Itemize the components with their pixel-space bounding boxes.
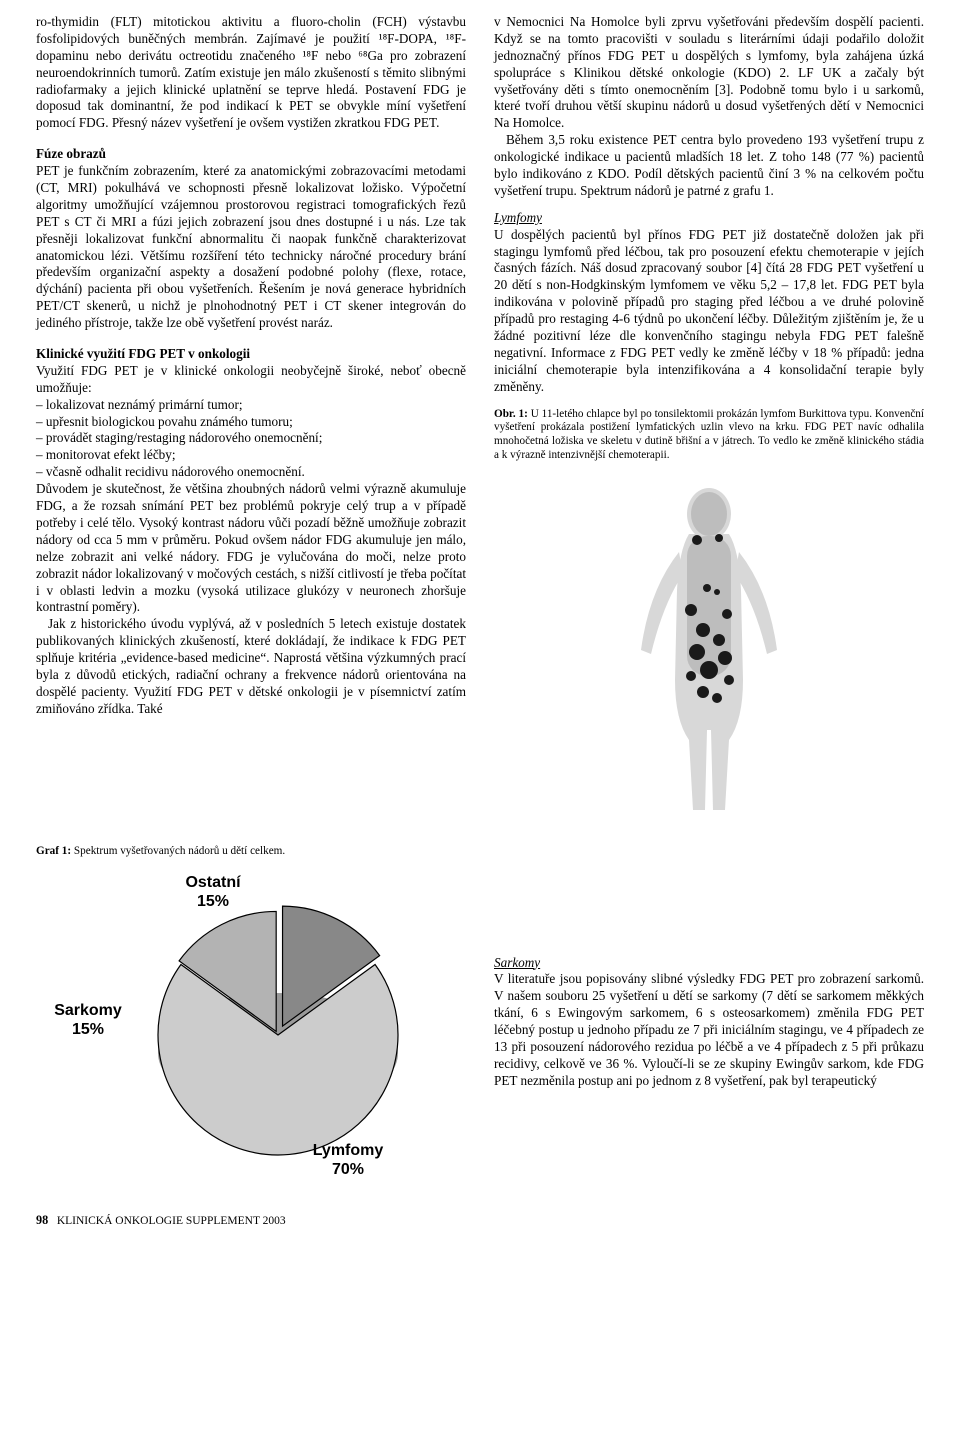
svg-text:Sarkomy: Sarkomy xyxy=(54,1002,122,1019)
figure-caption: Obr. 1: U 11-letého chlapce byl po tonsi… xyxy=(494,408,924,463)
journal-name: KLINICKÁ ONKOLOGIE SUPPLEMENT 2003 xyxy=(57,1215,286,1227)
left-para-1: ro-thymidin (FLT) mitotickou aktivitu a … xyxy=(36,14,466,132)
sarkomy-section: Sarkomy V literatuře jsou popisovány sli… xyxy=(494,865,924,1195)
bullet-3: – provádět staging/restaging nádorového … xyxy=(36,430,466,447)
bullet-5: – včasně odhalit recidivu nádorového one… xyxy=(36,464,466,481)
left-para-2: PET je funkčním zobrazením, které za ana… xyxy=(36,163,466,332)
lower-section: Ostatní 15% Sarkomy 15% Lymfomy 70% Sarkomy V… xyxy=(36,865,924,1195)
right-para-4: V literatuře jsou popisovány slibné výsl… xyxy=(494,971,924,1089)
svg-text:15%: 15% xyxy=(197,893,229,910)
left-para-3: Využití FDG PET je v klinické onkologii … xyxy=(36,363,466,397)
svg-text:Lymfomy: Lymfomy xyxy=(313,1142,384,1159)
svg-text:70%: 70% xyxy=(332,1161,364,1178)
subhead-sarkomy: Sarkomy xyxy=(494,955,924,972)
pie-chart: Ostatní 15% Sarkomy 15% Lymfomy 70% xyxy=(48,865,448,1195)
left-heading-klinicke: Klinické využití FDG PET v onkologii xyxy=(36,346,466,363)
page-footer: 98 KLINICKÁ ONKOLOGIE SUPPLEMENT 2003 xyxy=(36,1213,924,1229)
svg-text:15%: 15% xyxy=(72,1021,104,1038)
subhead-lymfomy: Lymfomy xyxy=(494,210,924,227)
figure-caption-label: Obr. 1: xyxy=(494,408,528,420)
bullet-2: – upřesnit biologickou povahu známého tu… xyxy=(36,414,466,431)
left-para-5: Jak z historického úvodu vyplývá, až v p… xyxy=(36,616,466,717)
two-column-layout: ro-thymidin (FLT) mitotickou aktivitu a … xyxy=(36,14,924,828)
right-para-1: v Nemocnici Na Homolce byli zprvu vyšetř… xyxy=(494,14,924,132)
right-para-2: Během 3,5 roku existence PET centra bylo… xyxy=(494,132,924,200)
chart-title: Graf 1: Spektrum vyšetřovaných nádorů u … xyxy=(36,844,924,858)
bullet-4: – monitorovat efekt léčby; xyxy=(36,447,466,464)
chart-title-text: Spektrum vyšetřovaných nádorů u dětí cel… xyxy=(71,845,285,857)
left-heading-fuze: Fúze obrazů xyxy=(36,146,466,163)
left-para-4: Důvodem je skutečnost, že většina zhoubn… xyxy=(36,481,466,616)
right-column: v Nemocnici Na Homolce byli zprvu vyšetř… xyxy=(494,14,924,828)
left-column: ro-thymidin (FLT) mitotickou aktivitu a … xyxy=(36,14,466,828)
page-number: 98 xyxy=(36,1213,48,1227)
chart-container: Ostatní 15% Sarkomy 15% Lymfomy 70% xyxy=(36,865,466,1195)
figure-caption-text: U 11-letého chlapce byl po tonsilektomii… xyxy=(494,408,924,461)
right-para-3: U dospělých pacientů byl přínos FDG PET … xyxy=(494,227,924,396)
chart-title-label: Graf 1: xyxy=(36,845,71,857)
pet-scan-image xyxy=(494,472,924,828)
svg-text:Ostatní: Ostatní xyxy=(185,874,241,891)
bullet-1: – lokalizovat neznámý primární tumor; xyxy=(36,397,466,414)
